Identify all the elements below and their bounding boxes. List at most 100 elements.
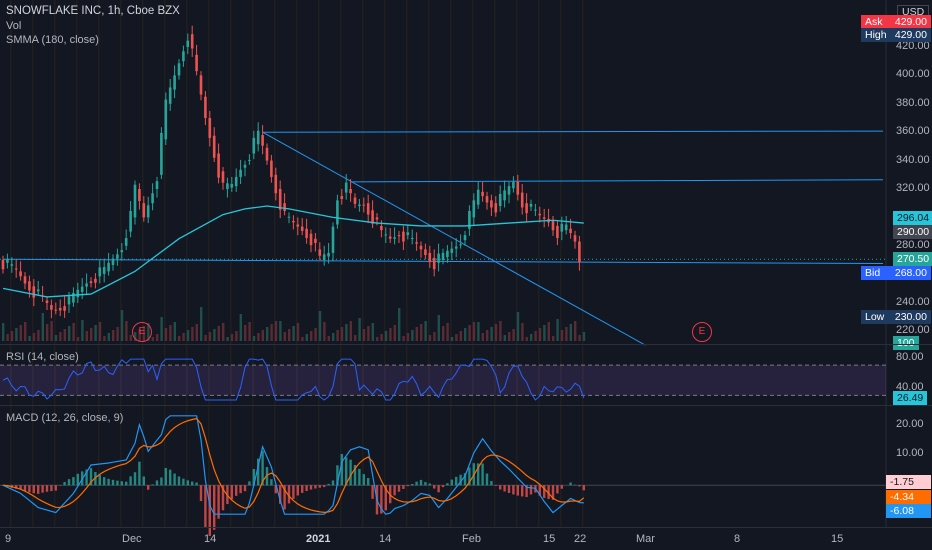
price-tick-3: 360.00 — [896, 125, 930, 138]
volume-bar — [543, 325, 546, 341]
time-tick-4: 14 — [379, 533, 392, 545]
macd-hist-bar — [213, 485, 216, 530]
session-stripe — [120, 0, 122, 527]
macd-hist-bar — [89, 468, 93, 486]
macd-hist-bar — [309, 485, 313, 490]
volume-bar — [112, 330, 115, 341]
candle-body — [173, 75, 176, 90]
volume-bar — [266, 327, 269, 341]
macd-hist-bar — [107, 478, 110, 486]
candle-body — [6, 259, 9, 263]
macd-hist-bar — [72, 477, 75, 486]
candle-body — [190, 34, 194, 49]
candle-body — [133, 184, 137, 218]
candle-body — [296, 224, 300, 227]
price-tick-4: 340.00 — [896, 153, 930, 166]
bid-label: Bid — [865, 267, 881, 279]
macd-hist-bar — [406, 485, 409, 487]
macd-tick-20: 20.00 — [896, 418, 924, 430]
candle-body — [270, 160, 273, 177]
macd-hist-bar — [182, 478, 185, 486]
candle-body — [437, 253, 440, 263]
macd-hist-bar — [138, 461, 141, 486]
candle-body — [573, 235, 577, 242]
candle-body — [512, 181, 515, 189]
macd-hist-bar — [32, 485, 35, 494]
volume-bar — [310, 331, 313, 341]
volume-bar — [200, 307, 203, 341]
candle-body — [50, 305, 53, 310]
candle-body — [98, 267, 102, 277]
candle-body — [428, 252, 432, 263]
earnings-marker-2[interactable]: E — [692, 322, 712, 342]
rsi-line — [2, 358, 585, 401]
session-stripe — [186, 0, 188, 527]
candle-body — [195, 54, 198, 72]
volume-bar — [248, 322, 251, 341]
volume-bar — [107, 333, 110, 341]
volume-bar — [358, 318, 361, 341]
macd-hist-bar — [525, 485, 528, 498]
volume-bar — [226, 337, 229, 341]
volume-bar — [116, 327, 119, 341]
candle-body — [538, 213, 542, 216]
volume-bar — [204, 335, 207, 341]
pane-separator-macd[interactable] — [0, 405, 932, 406]
macd-hist-bar — [349, 459, 352, 486]
macd-hist-bar — [204, 485, 207, 528]
candle-body — [402, 231, 405, 242]
volume-bar — [398, 308, 401, 341]
time-tick-7: 22 — [574, 533, 587, 545]
volume-bar — [327, 336, 330, 341]
macd-hist-bar — [402, 485, 405, 489]
volume-bar — [160, 317, 163, 341]
candle-body — [485, 196, 489, 203]
candle-body — [120, 250, 124, 253]
macd-hist-bar — [305, 485, 308, 492]
rsi-tick-40: 40.00 — [896, 381, 924, 393]
volume-bar — [450, 337, 454, 341]
volume-bar — [195, 324, 198, 341]
candle-body — [146, 205, 150, 218]
price-tick-5: 320.00 — [896, 182, 930, 194]
candle-body — [243, 164, 247, 168]
macd-legend: MACD (12, 26, close, 9) — [6, 412, 124, 424]
candle-body — [309, 233, 313, 246]
pane-separator-rsi[interactable] — [0, 344, 932, 345]
candle-body — [217, 153, 220, 178]
macd-hist-bar — [419, 479, 423, 486]
session-stripe — [76, 0, 78, 527]
volume-bar — [283, 332, 286, 341]
macd-hist-bar — [503, 485, 506, 492]
volume-bar — [90, 328, 93, 341]
candle-body — [45, 300, 49, 303]
candle-body — [292, 220, 295, 223]
macd-hist-bar — [261, 450, 264, 486]
candle-body — [261, 135, 264, 146]
candle-body — [102, 267, 106, 274]
macd-hist-bar — [437, 485, 440, 493]
macd-hist-bar — [208, 485, 211, 536]
price-tick-8: 240.00 — [896, 295, 930, 308]
macd-hist-bar — [235, 485, 238, 496]
macd-hist-bar — [15, 485, 18, 489]
candle-body — [520, 192, 524, 208]
volume-bar — [345, 324, 348, 341]
candle-body — [375, 217, 379, 220]
session-stripe — [164, 0, 166, 527]
volume-bar — [169, 325, 172, 341]
candle-body — [446, 250, 449, 258]
candle-body — [67, 296, 71, 305]
candle-body — [494, 203, 498, 213]
macd-hist-bar — [292, 485, 295, 499]
session-stripe — [538, 0, 540, 527]
candle-body — [459, 244, 462, 246]
candle-body — [410, 237, 414, 239]
volume-bar — [182, 333, 185, 341]
earnings-marker-1[interactable]: E — [132, 322, 152, 342]
macd-hist-bar — [468, 467, 471, 486]
volume-bar — [164, 328, 168, 341]
macd-hist-bar — [230, 485, 233, 500]
macd-hist-bar — [529, 485, 533, 495]
